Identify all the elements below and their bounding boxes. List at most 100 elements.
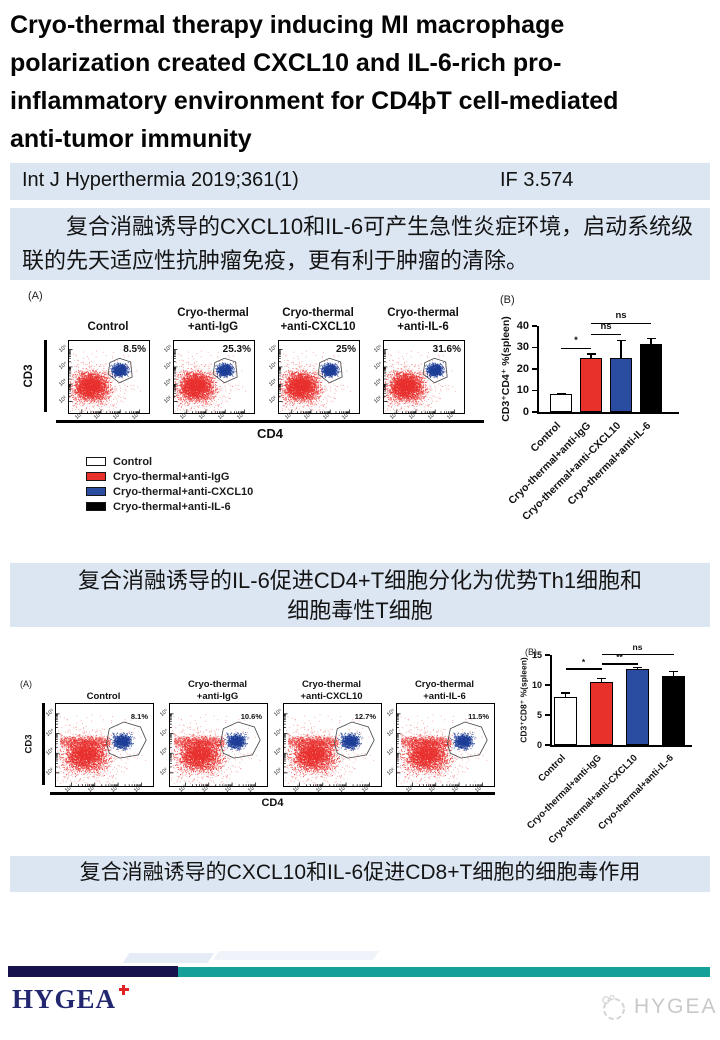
bar-category-label: Cryo-thermal+anti-CXCL10 [520,419,624,523]
journal-citation: Int J Hyperthermia 2019;361(1) [22,169,299,191]
flow-plot-title: Cryo-thermal +anti-CXCL10 [267,678,396,702]
error-bar-cap [561,692,570,694]
legend-swatch [86,457,106,466]
error-bar-line [600,677,603,682]
footer-decoration [122,953,215,963]
legend-swatch [86,487,106,496]
x-axis-label: CD4 [256,426,283,441]
gate-percent-label: 11.5% [468,712,489,721]
y-tick-label: 10 [531,679,542,690]
legend-item: Control [86,454,253,469]
flow-plot: 11.5% [396,703,495,787]
y-tick-label: 40 [516,319,529,332]
flow-plot-title-line: Cryo-thermal [282,307,354,319]
y-tick-mark [532,325,537,327]
flow-plot-title: Cryo-thermal +anti-CXCL10 [262,298,374,334]
gate-percent-label: 25% [335,344,356,355]
scatter-canvas [284,704,381,786]
y-tick-label: 10⁵ [58,343,69,354]
y-tick-label: 10⁴ [159,727,170,738]
error-bar-cap [669,670,678,673]
significance-label: ns [632,642,643,653]
flow-plot: 31.6% [383,340,465,414]
watermark-icon [602,994,625,1020]
page-title: Cryo-thermal therapy inducing MI macroph… [10,6,714,158]
scatter-canvas [69,341,149,413]
flow-plot-title: Control [39,678,168,702]
title-line: anti-tumor immunity [10,125,252,153]
error-bar-line [564,692,567,697]
x-axis-line [56,420,484,423]
flow-plot: 25% [278,340,360,414]
error-bar-line [590,353,592,358]
y-tick-label: 10⁴ [163,360,174,371]
y-tick-mark [545,684,550,686]
legend-label: Cryo-thermal+anti-CXCL10 [113,485,254,498]
y-tick-label: 10³ [268,378,278,389]
scatter-canvas [56,704,153,786]
legend-label: Cryo-thermal+anti-IgG [113,470,230,483]
y-tick-mark [545,714,550,716]
footer-bar-teal [178,967,710,977]
y-tick-label: 10³ [273,747,283,758]
y-tick-label: 20 [516,362,529,375]
y-tick-mark [532,389,537,392]
y-tick-label: 10² [268,395,278,406]
y-tick-label: 10² [273,767,283,777]
flow-plot-title: Cryo-thermal +anti-IL-6 [367,298,479,334]
bar-plot-axes [550,655,692,747]
flow-panel-cd8: CD3 CD4 Control 8.1% 10² 10² 10³ 10³ 10⁴ 10⁴ 10⁵ 10… [0,645,720,856]
highlight-box-2: 复合消融诱导的IL-6促进CD4+T细胞分化为优势Th1细胞和 细胞毒性T细胞 [10,563,710,627]
significance-label: * [574,335,578,346]
gate-percent-label: 10.6% [240,712,262,721]
bar-chart-cd4: (B) CD3⁺CD4⁺ %(spleen) 0 10 20 30 40 * ns ns Cont… [492,288,720,556]
panel-b-label: (B) [525,647,537,657]
scatter-canvas [170,704,267,786]
bar [580,357,602,412]
flow-plot-title-line: Control [87,320,129,333]
flow-plot-title-line: Cryo-thermal [301,679,362,690]
y-tick-label: 10⁵ [268,343,279,354]
y-tick-label: 30 [516,341,529,353]
watermark: HYGEA [598,992,718,1022]
y-tick-label: 10⁵ [45,707,56,718]
scatter-canvas [397,704,494,786]
panel-a-label: (A) [28,290,43,302]
scatter-canvas [174,341,254,413]
gate-percent-label: 8.5% [123,344,146,355]
flow-panel-cd4: CD3 CD4 Control 8.5% 10² 10² 10³ 10³ 10⁴ 10⁴ 10⁵ 10… [0,288,720,558]
significance-label: * [581,656,586,667]
y-tick-label: 0 [536,739,542,750]
y-tick-label: 10³ [58,378,68,389]
flow-plot: 25.3% [173,340,255,414]
y-tick-mark [532,411,537,413]
y-tick-label: 10⁵ [159,707,170,718]
figure-1: (A) CD3 CD4 Control 8.5% 10² 10² 10³ 10³ 10⁴ 10⁴ 1… [0,288,720,558]
impact-factor: IF 3.574 [500,169,574,191]
flow-plot-title-line: +anti-IL-6 [397,320,449,333]
x-axis-label: CD4 [261,797,284,809]
y-tick-label: 10⁵ [273,707,284,718]
flow-plot-title: Control [52,298,164,334]
y-tick-label: 10² [386,767,396,777]
highlight-box-3: 复合消融诱导的CXCL10和IL-6促进CD8+T细胞的细胞毒作用 [10,856,710,892]
figure-legend: Control Cryo-thermal+anti-IgG Cryo-thermal… [86,454,253,514]
footer-decoration [212,951,380,960]
title-line: polarization created CXCL10 and IL-6-ric… [10,49,562,77]
y-tick-label: 10³ [45,747,55,758]
flow-plot: 8.1% [55,703,154,787]
y-tick-label: 10⁴ [45,727,56,738]
error-bar-line [672,670,675,676]
scatter-canvas [279,341,359,413]
y-tick-label: 10⁵ [373,343,384,354]
significance-line [565,668,602,670]
flow-plot-title-line: +anti-IL-6 [423,690,466,702]
flow-plot-title-line: Cryo-thermal [414,679,475,690]
significance-line [591,333,621,336]
error-bar-cap [646,337,656,340]
red-cross-icon [118,985,130,996]
legend-label: Control [113,455,153,468]
highlight-line: 复合消融诱导的IL-6促进CD4+T细胞分化为优势Th1细胞和 [77,568,643,593]
significance-label: ** [616,651,623,662]
